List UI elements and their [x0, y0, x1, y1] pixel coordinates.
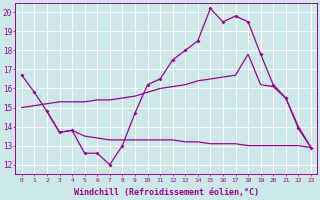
X-axis label: Windchill (Refroidissement éolien,°C): Windchill (Refroidissement éolien,°C): [74, 188, 259, 197]
